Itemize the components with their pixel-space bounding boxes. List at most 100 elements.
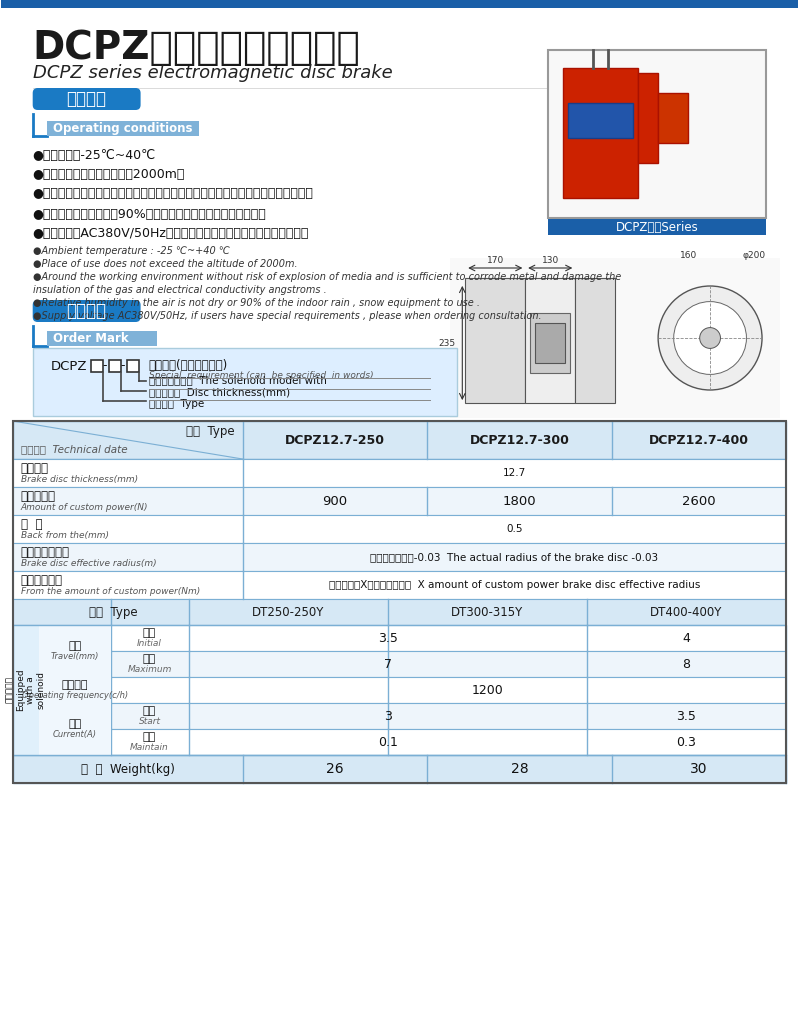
Bar bbox=[13, 421, 786, 783]
Text: 26: 26 bbox=[326, 762, 344, 776]
Bar bbox=[638, 73, 658, 163]
Text: 制动盘厚度  Disc thickness(mm): 制动盘厚度 Disc thickness(mm) bbox=[148, 387, 290, 397]
Text: 制动盘实际半径-0.03  The actual radius of the brake disc -0.03: 制动盘实际半径-0.03 The actual radius of the br… bbox=[370, 552, 658, 562]
Text: 2600: 2600 bbox=[682, 494, 716, 508]
Text: 退  距: 退 距 bbox=[21, 518, 42, 530]
Text: 0.3: 0.3 bbox=[677, 736, 697, 748]
Text: 4: 4 bbox=[682, 632, 690, 644]
Text: 7: 7 bbox=[384, 658, 392, 670]
Text: -: - bbox=[103, 359, 107, 373]
Text: DCPZ系列电磁盘式制动器: DCPZ系列电磁盘式制动器 bbox=[33, 29, 361, 67]
Bar bbox=[530, 313, 571, 373]
Bar bbox=[548, 219, 766, 235]
Text: insulation of the gas and electrical conductivity angstroms .: insulation of the gas and electrical con… bbox=[33, 285, 326, 295]
FancyBboxPatch shape bbox=[33, 88, 140, 110]
Text: φ200: φ200 bbox=[742, 251, 765, 259]
Text: 30: 30 bbox=[690, 762, 708, 776]
Text: DCPZ12.7-400: DCPZ12.7-400 bbox=[649, 433, 749, 447]
Bar bbox=[13, 651, 786, 677]
Bar bbox=[465, 278, 525, 403]
Bar bbox=[1, 0, 798, 8]
Bar bbox=[47, 330, 156, 346]
Text: DT400-400Y: DT400-400Y bbox=[650, 605, 723, 618]
Text: 28: 28 bbox=[511, 762, 528, 776]
Text: 额定制动力距: 额定制动力距 bbox=[21, 574, 63, 586]
Bar bbox=[127, 359, 139, 372]
Bar bbox=[13, 703, 786, 729]
Text: Start: Start bbox=[139, 717, 160, 725]
Text: 制动盘厚: 制动盘厚 bbox=[21, 461, 49, 474]
Bar bbox=[658, 93, 688, 143]
Text: Operating conditions: Operating conditions bbox=[53, 122, 192, 135]
Text: Brake disc effective radius(m): Brake disc effective radius(m) bbox=[21, 558, 156, 568]
Text: 使用条件: 使用条件 bbox=[67, 90, 107, 108]
Text: 技术参数  Technical date: 技术参数 Technical date bbox=[21, 444, 128, 454]
Bar bbox=[38, 703, 111, 755]
Text: 3: 3 bbox=[384, 710, 392, 722]
Bar bbox=[13, 599, 786, 625]
Text: 特殊要求(可用文字说明): 特殊要求(可用文字说明) bbox=[148, 358, 228, 372]
Bar bbox=[525, 278, 575, 403]
Text: DCPZ系列Series: DCPZ系列Series bbox=[616, 221, 698, 233]
Text: 0.5: 0.5 bbox=[506, 524, 523, 534]
Text: Maintain: Maintain bbox=[130, 743, 169, 751]
Bar bbox=[13, 421, 786, 459]
Text: 维持: 维持 bbox=[143, 732, 156, 742]
Text: DCPZ12.7-250: DCPZ12.7-250 bbox=[285, 433, 385, 447]
Bar bbox=[13, 515, 786, 543]
Text: 3.5: 3.5 bbox=[377, 632, 397, 644]
Text: 130: 130 bbox=[542, 256, 559, 264]
Text: Order Mark: Order Mark bbox=[53, 332, 128, 345]
Circle shape bbox=[674, 301, 746, 374]
Text: ●电源电压为AC380V/50Hz，若用户有特殊要求，请订货时协商确定。: ●电源电压为AC380V/50Hz，若用户有特殊要求，请订货时协商确定。 bbox=[33, 227, 309, 239]
Text: 额定制动力: 额定制动力 bbox=[21, 489, 56, 502]
Circle shape bbox=[700, 327, 721, 348]
Text: Back from the(mm): Back from the(mm) bbox=[21, 530, 109, 540]
Bar bbox=[563, 68, 638, 198]
Text: Operating frequency(c/h): Operating frequency(c/h) bbox=[22, 691, 128, 700]
Text: 起动: 起动 bbox=[143, 706, 156, 716]
Bar bbox=[91, 359, 103, 372]
Text: From the amount of custom power(Nm): From the amount of custom power(Nm) bbox=[21, 586, 200, 596]
Bar bbox=[13, 487, 786, 515]
Text: Initial: Initial bbox=[137, 638, 162, 648]
Text: -: - bbox=[120, 359, 125, 373]
Text: ●在空气相对湿度不大于90%的室内或有防雨、雪的装置下使用。: ●在空气相对湿度不大于90%的室内或有防雨、雪的装置下使用。 bbox=[33, 207, 267, 221]
Bar bbox=[575, 278, 615, 403]
Text: DCPZ: DCPZ bbox=[51, 359, 87, 373]
Text: 160: 160 bbox=[679, 251, 697, 259]
Text: 0.1: 0.1 bbox=[377, 736, 397, 748]
Text: 订货标记: 订货标记 bbox=[67, 303, 107, 320]
Text: ●Around the working environment without risk of explosion of media and is suffic: ●Around the working environment without … bbox=[33, 272, 621, 282]
Bar bbox=[13, 755, 786, 783]
Text: DCPZ12.7-300: DCPZ12.7-300 bbox=[470, 433, 570, 447]
Bar bbox=[450, 258, 780, 418]
Text: DT250-250Y: DT250-250Y bbox=[252, 605, 324, 618]
Text: ●Place of use does not exceed the altitude of 2000m.: ●Place of use does not exceed the altitu… bbox=[33, 259, 298, 269]
Bar bbox=[13, 677, 786, 703]
Text: 170: 170 bbox=[487, 256, 504, 264]
Text: 产品型号  Type: 产品型号 Type bbox=[148, 399, 203, 409]
Text: Travel(mm): Travel(mm) bbox=[50, 653, 99, 662]
Text: 配用电磁铁
Equipped
with a
solenoid: 配用电磁铁 Equipped with a solenoid bbox=[6, 668, 45, 712]
Text: 初始: 初始 bbox=[143, 628, 156, 638]
Text: ●环境温度：-25℃~40℃: ●环境温度：-25℃~40℃ bbox=[33, 148, 156, 162]
Text: 1200: 1200 bbox=[472, 684, 504, 696]
Text: 电流: 电流 bbox=[68, 719, 81, 729]
Bar bbox=[38, 677, 111, 703]
Bar bbox=[13, 543, 786, 571]
Bar bbox=[109, 359, 120, 372]
Text: 12.7: 12.7 bbox=[503, 468, 526, 478]
Text: 额定制动力X制动盘有效半径  X amount of custom power brake disc effective radius: 额定制动力X制动盘有效半径 X amount of custom power b… bbox=[329, 580, 700, 589]
Text: 制动盘有效半径: 制动盘有效半径 bbox=[21, 546, 69, 558]
Text: Special  requirement (can  be specified  in words): Special requirement (can be specified in… bbox=[148, 371, 373, 379]
Text: 型号  Type: 型号 Type bbox=[89, 605, 138, 618]
Bar bbox=[13, 459, 786, 487]
Bar bbox=[33, 348, 457, 416]
Text: 900: 900 bbox=[322, 494, 347, 508]
Text: 8: 8 bbox=[682, 658, 690, 670]
Text: ●使用地点的海拔高度不超过2000m。: ●使用地点的海拔高度不超过2000m。 bbox=[33, 168, 185, 180]
FancyBboxPatch shape bbox=[33, 300, 140, 322]
Bar bbox=[13, 625, 38, 755]
Text: DCPZ series electromagnetic disc brake: DCPZ series electromagnetic disc brake bbox=[33, 64, 393, 82]
